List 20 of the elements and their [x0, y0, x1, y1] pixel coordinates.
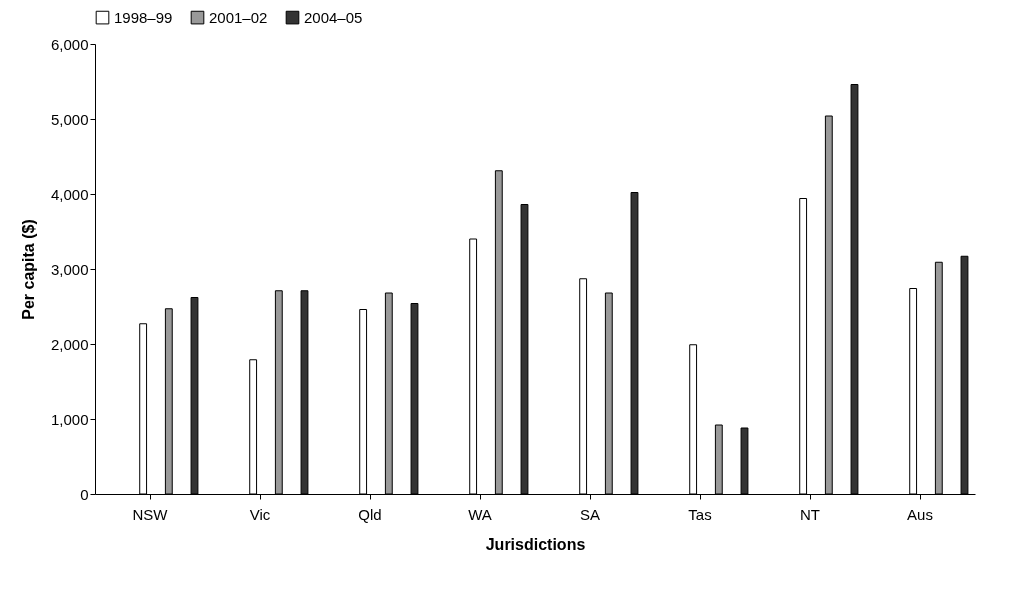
x-tick-label: WA: [468, 505, 492, 523]
x-tick-label: Tas: [688, 505, 712, 523]
y-tick-label: 4,000: [50, 185, 89, 203]
y-tick-label: 6,000: [50, 35, 89, 53]
x-axis-title: Jurisdictions: [485, 535, 586, 553]
y-tick-label: 5,000: [50, 110, 89, 128]
x-tick-label: Aus: [907, 505, 933, 523]
x-tick-label: Vic: [249, 505, 271, 523]
x-tick-label: NT: [800, 505, 820, 523]
y-tick-label: 2,000: [50, 335, 89, 353]
y-tick-label: 3,000: [50, 260, 89, 278]
x-tick-label: NSW: [132, 505, 169, 523]
y-axis-title: Per capita ($): [19, 219, 37, 320]
y-tick-label: 1,000: [50, 410, 89, 428]
legend-label: 2004–05: [304, 8, 363, 26]
legend-label: 2001–02: [209, 8, 268, 26]
x-tick-label: Qld: [358, 505, 382, 523]
x-tick-label: SA: [579, 505, 601, 523]
y-tick-label: 0: [80, 485, 89, 503]
legend-label: 1998–99: [114, 8, 173, 26]
